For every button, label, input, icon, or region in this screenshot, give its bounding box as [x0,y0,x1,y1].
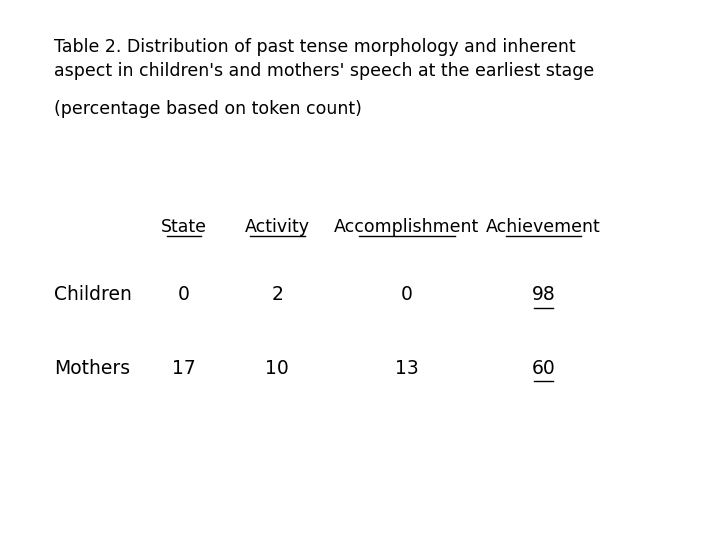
Text: Activity: Activity [245,218,310,236]
Text: Table 2. Distribution of past tense morphology and inherent: Table 2. Distribution of past tense morp… [54,38,575,56]
Text: aspect in children's and mothers' speech at the earliest stage: aspect in children's and mothers' speech… [54,62,594,80]
Text: 17: 17 [172,359,195,377]
Text: 10: 10 [266,359,289,377]
Text: Accomplishment: Accomplishment [334,218,480,236]
Text: 0: 0 [178,286,189,305]
Text: Children: Children [54,286,132,305]
Text: State: State [161,218,207,236]
Text: (percentage based on token count): (percentage based on token count) [54,100,362,118]
Text: Mothers: Mothers [54,359,130,377]
Text: 2: 2 [271,286,283,305]
Text: 98: 98 [532,286,555,305]
Text: 0: 0 [401,286,413,305]
Text: 13: 13 [395,359,418,377]
Text: Achievement: Achievement [486,218,601,236]
Text: 60: 60 [532,359,555,377]
